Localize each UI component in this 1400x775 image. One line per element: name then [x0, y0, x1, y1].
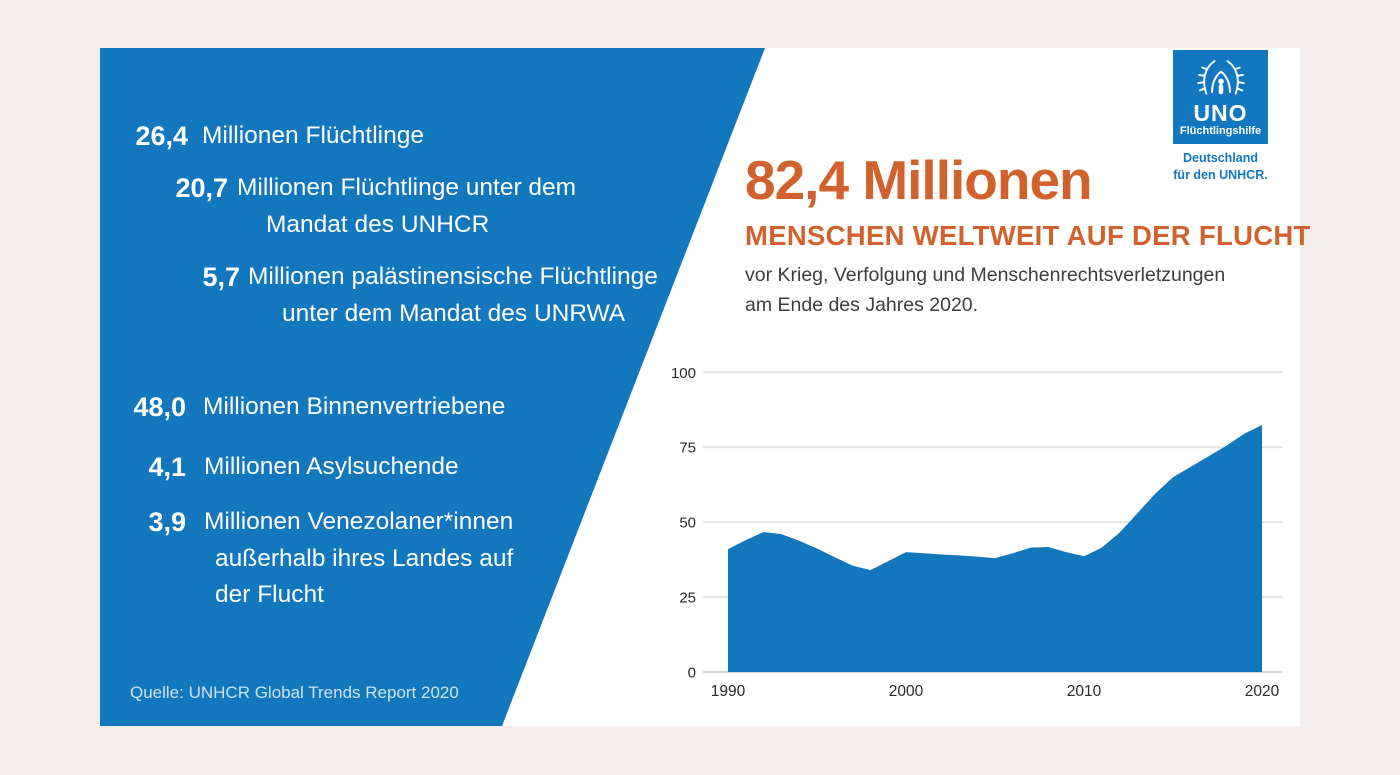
stat-label: unter dem Mandat des UNRWA: [282, 300, 626, 327]
headline-subtitle: MENSCHEN WELTWEIT AUF DER FLUCHT: [745, 220, 1311, 251]
stat-value: 26,4: [135, 121, 188, 151]
logo-tagline: Deutschland für den UNHCR.: [1163, 150, 1278, 184]
stat-label: Mandat des UNHCR: [266, 211, 490, 238]
x-tick-label: 2020: [1245, 683, 1280, 700]
uno-fluechtlingshilfe-logo: UNO Flüchtlingshilfe: [1173, 50, 1268, 144]
y-tick-label: 75: [679, 440, 696, 457]
headline-description: vor Krieg, Verfolgung und Menschenrechts…: [745, 260, 1225, 320]
headline-number: 82,4 Millionen: [745, 149, 1093, 211]
logo-tagline-line: Deutschland: [1182, 151, 1258, 165]
trend-chart-container: 0 25 50 75 100 1990 2000 2010 2020: [670, 363, 1290, 708]
stat-label: außerhalb ihres Landes auf: [215, 545, 514, 572]
x-tick-label: 1990: [711, 683, 746, 700]
logo-org-name: UNO: [1193, 100, 1248, 126]
stat-label: Millionen Binnenvertriebene: [203, 393, 506, 420]
unhcr-emblem-icon: [1196, 60, 1245, 95]
stat-label: Millionen Asylsuchende: [204, 453, 459, 480]
y-tick-label: 0: [688, 665, 696, 682]
logo-org-subname: Flüchtlingshilfe: [1179, 125, 1262, 137]
stat-label: Millionen palästinensische Flüchtlinge: [248, 263, 658, 290]
y-tick-label: 100: [671, 365, 696, 382]
stat-value: 20,7: [175, 173, 228, 203]
source-note: Quelle: UNHCR Global Trends Report 2020: [130, 683, 459, 702]
infographic-card: 26,4 Millionen Flüchtlinge 20,7 Millione…: [100, 48, 1310, 726]
stat-value: 48,0: [133, 392, 186, 422]
stat-label: Millionen Venezolaner*innen: [204, 508, 514, 535]
y-tick-label: 25: [679, 590, 696, 607]
stat-value: 3,9: [148, 507, 186, 537]
description-line: am Ende des Jahres 2020.: [745, 294, 979, 316]
displacement-trend-area-chart: 0 25 50 75 100 1990 2000 2010 2020: [671, 365, 1283, 700]
x-tick-label: 2000: [889, 683, 924, 700]
x-tick-label: 2010: [1067, 683, 1102, 700]
logo-tagline-line: für den UNHCR.: [1173, 168, 1268, 182]
stat-label: Millionen Flüchtlinge: [202, 122, 424, 149]
y-tick-label: 50: [679, 515, 696, 532]
stat-label: Millionen Flüchtlinge unter dem: [237, 174, 577, 201]
stat-value: 5,7: [202, 262, 240, 292]
description-line: vor Krieg, Verfolgung und Menschenrechts…: [745, 264, 1226, 286]
stat-label: der Flucht: [215, 581, 324, 608]
chart-area-series: [728, 425, 1262, 672]
stat-value: 4,1: [148, 452, 186, 482]
